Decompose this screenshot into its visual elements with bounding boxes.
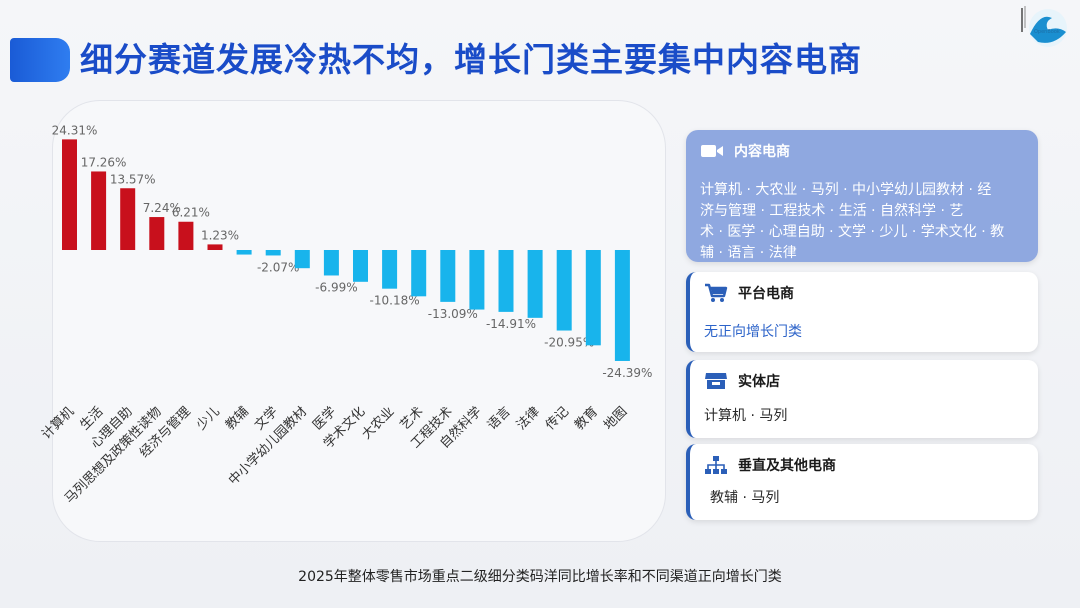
data-label: -10.18% bbox=[370, 294, 420, 308]
data-label: 13.57% bbox=[110, 172, 156, 186]
network-icon bbox=[705, 456, 727, 474]
card-vertical-ecommerce: 垂直及其他电商 教辅 · 马列 bbox=[686, 444, 1038, 520]
category-label: 教育 bbox=[571, 404, 601, 434]
page-title: 细分赛道发展冷热不均，增长门类主要集中内容电商 bbox=[80, 40, 862, 79]
data-label: -2.07% bbox=[257, 260, 299, 274]
card-platform-ecommerce: 平台电商 无正向增长门类 bbox=[686, 272, 1038, 352]
card-title: 平台电商 bbox=[738, 286, 794, 302]
bar-心理自助 bbox=[120, 188, 136, 250]
bar-自然科学 bbox=[469, 250, 485, 310]
card-physical-store: 实体店 计算机 · 马列 bbox=[686, 360, 1038, 438]
bar-中小学幼儿园教材 bbox=[294, 250, 310, 269]
bar-经济与管理 bbox=[178, 221, 194, 250]
card-line: 计算机 · 大农业 · 马列 · 中小学幼儿园教材 · 经 bbox=[700, 182, 992, 198]
card-body: 计算机 · 大农业 · 马列 · 中小学幼儿园教材 · 经 济与管理 · 工程技… bbox=[700, 180, 1026, 264]
data-label: -6.99% bbox=[315, 280, 357, 294]
data-label: -24.39% bbox=[602, 366, 652, 380]
bar-文学 bbox=[265, 250, 281, 256]
store-icon bbox=[705, 373, 727, 389]
category-label: 法律 bbox=[514, 404, 543, 433]
card-title: 实体店 bbox=[738, 374, 780, 390]
bar-少儿 bbox=[207, 244, 223, 250]
card-body: 计算机 · 马列 bbox=[704, 408, 788, 424]
card-line: 济与管理 · 工程技术 · 生活 · 自然科学 · 艺 bbox=[700, 203, 964, 219]
data-label: -13.09% bbox=[428, 307, 478, 321]
data-label: 7.24% bbox=[143, 201, 181, 215]
card-body: 无正向增长门类 bbox=[704, 324, 802, 340]
bar-法律 bbox=[527, 250, 543, 318]
category-label: 语言 bbox=[485, 404, 514, 433]
data-label: 6.21% bbox=[172, 206, 210, 220]
card-platform-header: 平台电商 bbox=[704, 282, 794, 304]
card-body: 教辅 · 马列 bbox=[710, 490, 780, 506]
category-label: 教辅 bbox=[222, 404, 252, 434]
openbook-logo-icon bbox=[1021, 6, 1067, 47]
card-line: 术 · 医学 · 心理自助 · 文学 · 少儿 · 学术文化 · 教 bbox=[700, 224, 1005, 240]
data-label: 1.23% bbox=[201, 228, 239, 242]
category-label: 大农业 bbox=[359, 404, 397, 442]
data-label: 24.31% bbox=[52, 123, 98, 137]
bar-计算机 bbox=[62, 139, 77, 250]
category-label: 传记 bbox=[543, 404, 572, 433]
category-label: 计算机 bbox=[39, 404, 77, 442]
card-vertical-header: 垂直及其他电商 bbox=[704, 454, 836, 476]
card-content-ecommerce-header: 内容电商 bbox=[700, 140, 790, 162]
bar-语言 bbox=[498, 250, 514, 312]
card-content-ecommerce: 内容电商 计算机 · 大农业 · 马列 · 中小学幼儿园教材 · 经 济与管理 … bbox=[686, 130, 1038, 262]
data-label: -14.91% bbox=[486, 317, 536, 331]
card-store-header: 实体店 bbox=[704, 370, 780, 392]
bar-传记 bbox=[556, 250, 572, 331]
bar-学术文化 bbox=[353, 250, 368, 282]
card-title: 内容电商 bbox=[734, 144, 790, 160]
bar-工程技术 bbox=[440, 250, 456, 302]
bar-chart: 24.31%计算机17.26%生活13.57%心理自助7.24%马列思想及政策性… bbox=[39, 123, 652, 506]
bar-教育 bbox=[585, 250, 601, 346]
bar-医学 bbox=[323, 250, 339, 276]
video-camera-icon bbox=[701, 145, 723, 157]
card-title: 垂直及其他电商 bbox=[738, 458, 836, 474]
bar-地图 bbox=[614, 250, 630, 361]
data-label: 17.26% bbox=[81, 155, 127, 169]
bar-艺术 bbox=[411, 250, 427, 297]
bar-大农业 bbox=[382, 250, 398, 289]
shopping-cart-icon bbox=[705, 283, 728, 302]
category-label: 地图 bbox=[601, 404, 630, 433]
card-line: 辅 · 语言 · 法律 bbox=[700, 245, 797, 261]
bar-教辅 bbox=[236, 250, 252, 255]
title-accent-bar bbox=[10, 38, 70, 82]
bar-马列思想及政策性读物 bbox=[149, 217, 165, 250]
data-label: -20.95% bbox=[544, 336, 594, 350]
bar-生活 bbox=[91, 171, 107, 250]
logo-wordmark: OpenBook bbox=[1034, 29, 1060, 35]
figure-caption: 2025年整体零售市场重点二级细分类码洋同比增长率和不同渠道正向增长门类 bbox=[298, 569, 782, 585]
category-label: 少儿 bbox=[194, 404, 223, 433]
